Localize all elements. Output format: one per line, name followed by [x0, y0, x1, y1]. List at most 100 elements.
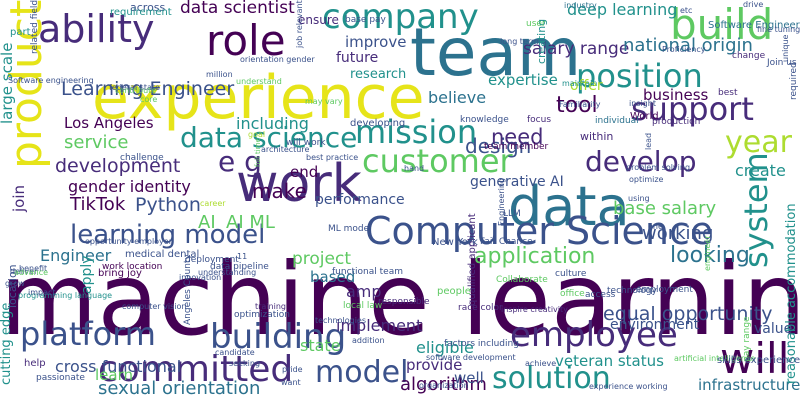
word-across: across	[130, 1, 166, 14]
word-full-time: full time	[254, 138, 262, 167]
word-one: one	[648, 222, 663, 231]
word-tiktok: TikTok	[70, 194, 126, 215]
word-requirement: requirement	[110, 7, 172, 18]
word-seeking: seeking	[229, 359, 261, 368]
word-grow: grow	[5, 279, 25, 288]
word-etc: etc	[680, 6, 693, 15]
word-application: application	[474, 244, 596, 269]
word-data-science: data science	[180, 121, 358, 154]
word-best: best	[718, 88, 738, 98]
word-collaborate: Collaborate	[496, 275, 548, 285]
word-orientation-gender: orientation gender	[240, 55, 315, 64]
word-committed: committed	[98, 349, 294, 390]
word-problem-solving: problem solving	[626, 163, 691, 172]
word-gender-identity: gender identity	[68, 177, 191, 196]
word-benefit: benefit	[19, 264, 48, 273]
word-factors-including: factors including	[444, 339, 519, 349]
word-looking: looking	[670, 243, 750, 268]
word-join-us: Join us	[767, 58, 797, 68]
word-implement: implement	[336, 316, 423, 335]
word-machine-learning: machine learning	[0, 241, 800, 358]
word-impact: impact	[28, 288, 56, 297]
word-career: career	[200, 199, 226, 208]
word-base-salary: base salary	[613, 198, 717, 219]
word-best-practice: best practice	[306, 153, 359, 162]
word-work-location: work location	[102, 262, 163, 272]
word-challenge: challenge	[120, 153, 164, 163]
word-deployment: deployment	[185, 255, 239, 265]
word-world: World	[630, 111, 659, 122]
word-customer: customer	[362, 142, 513, 180]
word-inspire-creativity: inspire creativity	[501, 305, 568, 314]
word-position: position	[576, 57, 703, 95]
word-innovation: innovation	[179, 273, 222, 282]
word-engineer: engineer	[703, 235, 712, 272]
word-opportunity-employer: opportunity employer	[85, 237, 173, 246]
word-responsible: responsible	[378, 297, 430, 307]
word-fair-chance: Fair Chance	[480, 237, 533, 247]
word-user: user	[526, 19, 546, 29]
word-understanding: understanding	[198, 268, 257, 277]
word-engineering: Engineering	[497, 178, 506, 226]
word-industry: industry	[564, 1, 597, 10]
word-will: will	[720, 334, 790, 383]
word-role: role	[206, 16, 286, 65]
word-research: research	[350, 67, 407, 82]
word-solution: solution	[492, 361, 611, 396]
word-team: team	[410, 14, 582, 91]
word-experience-working: experience working	[589, 382, 668, 391]
word-job-relevant: job relevant	[295, 0, 304, 48]
word-change: change	[732, 51, 766, 61]
word-optimization: optimization	[234, 310, 290, 320]
word-optimize: optimize	[629, 175, 664, 184]
word-using: using	[628, 194, 650, 203]
word-familiarity: Familiarity	[559, 100, 601, 109]
word-performance: performance	[315, 192, 405, 208]
word-artificial-intelligence: artificial intelligence	[674, 354, 756, 363]
word-skills-experience: skills experience	[717, 355, 800, 366]
word-well: well	[454, 369, 484, 387]
word-want: want	[281, 378, 301, 387]
word-fine-tuning: fine tuning	[757, 25, 800, 34]
word-ai: AI	[198, 212, 216, 233]
word-amp: amp	[346, 282, 382, 301]
word-working: working	[642, 223, 714, 244]
word-software-engineering: Software engineering	[8, 76, 94, 85]
word-addition: addition	[352, 336, 385, 345]
word-equal-opportunity: equal opportunity	[603, 303, 773, 325]
word-company: company	[322, 0, 479, 37]
word-training: training	[255, 302, 286, 311]
word-improve: improve	[345, 33, 407, 51]
word-expertise: expertise	[488, 71, 558, 89]
word-focus: focus	[527, 115, 552, 125]
word-knowledge: knowledge	[460, 115, 509, 125]
word-understand: understand	[236, 77, 282, 86]
word-deliver: deliver	[10, 267, 38, 276]
word-ensure: ensure	[298, 13, 339, 27]
word-technologies: technologies	[315, 316, 366, 325]
word-related-field: related field	[30, 0, 40, 54]
word-project: project	[292, 249, 352, 269]
word-generative-ai: generative AI	[470, 174, 564, 190]
word-algorithm: algorithm	[400, 374, 487, 395]
word-technology: technology	[607, 286, 657, 296]
word-development: development	[55, 155, 181, 177]
word-learning-engineer: Learning Engineer	[61, 78, 235, 100]
word-11: 11	[237, 252, 248, 261]
word-learn: learn	[95, 366, 133, 384]
word-bring-joy: bring joy	[98, 268, 142, 279]
word-business: business	[643, 86, 709, 104]
word-architecture: architecture	[261, 145, 310, 154]
word-engineer: Engineer	[40, 246, 112, 265]
word-programming-language: programming language	[18, 291, 113, 300]
word-new-york: New York	[432, 237, 478, 248]
word-cross-functional: cross functional	[55, 357, 182, 376]
word-tool: tool	[556, 93, 598, 118]
word-software-development: software development	[426, 353, 516, 362]
word-ability: ability	[38, 7, 155, 51]
word-need: need	[491, 125, 544, 149]
word-race-color: race color	[458, 303, 503, 313]
word-make: make	[252, 179, 307, 203]
word-candidate: candidate	[215, 348, 255, 357]
